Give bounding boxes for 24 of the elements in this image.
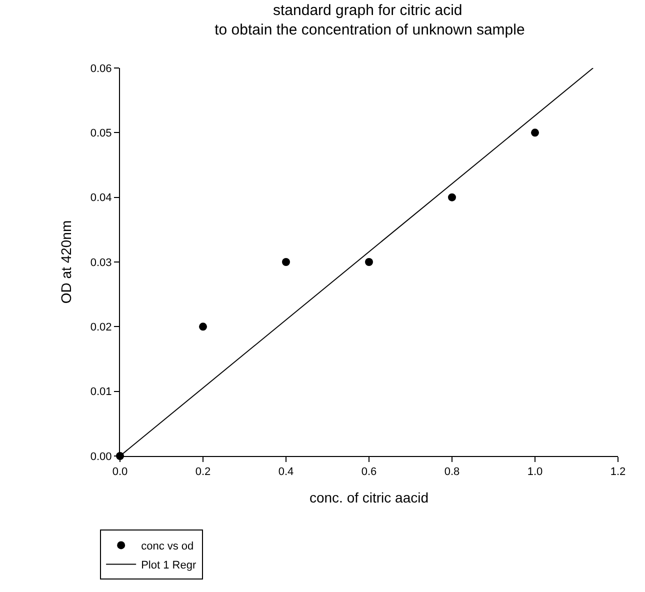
point — [448, 193, 456, 202]
x-tick-label: 0.6 — [361, 466, 377, 478]
y-axis-title: OD at 420nm — [58, 220, 74, 304]
x-tick-label: 0.4 — [278, 466, 294, 478]
x-tick-label: 1.0 — [527, 466, 543, 478]
chart-title: standard graph for citric acid to obtain the concentration of unknown sample — [210, 2, 525, 38]
y-tick-label: 0.06 — [90, 62, 112, 75]
y-tick-label: 0.00 — [90, 450, 112, 463]
y-tick-label: 0.02 — [90, 322, 112, 334]
x-tick-label: 0.0 — [112, 466, 128, 478]
y-tick-label: 0.05 — [90, 128, 112, 140]
point — [199, 322, 207, 331]
y-tick-label: 0.04 — [90, 192, 112, 204]
point — [531, 128, 539, 137]
legend-label: conc vs od — [141, 540, 194, 553]
x-tick-label: 1.2 — [610, 466, 626, 478]
y-tick-label: 0.01 — [90, 386, 112, 398]
point — [365, 258, 373, 266]
x-tick-label: 0.8 — [444, 466, 460, 478]
y-tick-label: 0.03 — [90, 256, 112, 269]
point — [282, 258, 290, 266]
x-axis-title: conc. of citric aacid — [309, 490, 429, 506]
legend-label: Plot 1 Regr — [141, 560, 196, 572]
x-tick-label: 0.2 — [195, 466, 211, 478]
